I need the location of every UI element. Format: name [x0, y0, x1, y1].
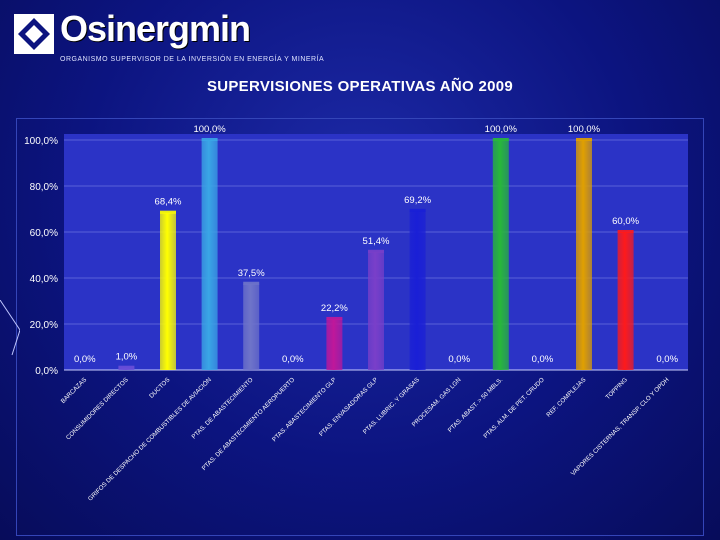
decorative-line [0, 300, 20, 356]
bar-cap [326, 316, 343, 320]
bar-cap [243, 281, 260, 285]
y-tick-label: 100,0% [24, 136, 58, 147]
logo-emblem-icon [14, 14, 54, 54]
bar-cap [576, 138, 592, 141]
data-label: 60,0% [612, 216, 639, 227]
category-label: TOPPING [604, 376, 629, 401]
y-tick-label: 40,0% [30, 274, 58, 285]
data-label: 22,2% [321, 303, 348, 314]
bar [409, 210, 426, 370]
bar-cap [368, 249, 384, 253]
y-tick-label: 0,0% [35, 366, 58, 377]
chart-frame [16, 118, 704, 536]
logo-subtitle: ORGANISMO SUPERVISOR DE LA INVERSIÓN EN … [60, 56, 325, 63]
data-label: 51,4% [363, 236, 390, 247]
data-label: 100,0% [568, 124, 601, 135]
y-tick-label: 20,0% [30, 320, 58, 331]
data-label: 0,0% [448, 354, 470, 365]
data-label: 37,5% [238, 268, 265, 279]
bar-cap [492, 138, 509, 141]
y-tick-label: 60,0% [30, 228, 58, 239]
bar-cap [201, 138, 218, 141]
data-label: 0,0% [532, 354, 554, 365]
data-label: 69,2% [404, 195, 431, 206]
y-tick-label: 80,0% [30, 182, 58, 193]
bar [492, 140, 509, 370]
bar [118, 367, 135, 370]
data-label: 68,4% [155, 197, 182, 208]
data-label: 0,0% [74, 354, 96, 365]
category-label: BARCAZAS [60, 376, 89, 405]
bar-cap [617, 230, 634, 233]
bar-cap [409, 208, 426, 212]
data-label: 0,0% [656, 354, 678, 365]
category-label: REF. COMPLEJAS [545, 376, 587, 418]
data-label: 100,0% [485, 124, 518, 135]
bar [201, 140, 218, 370]
data-label: 100,0% [193, 124, 226, 135]
logo-name: Osinergmin [60, 8, 251, 49]
data-label: 0,0% [282, 354, 304, 365]
category-label: DUCTOS [148, 376, 171, 399]
bar [160, 212, 176, 370]
bar [326, 318, 343, 370]
category-label: VAPORES CISTERNAS, TRANSP. CLO Y OPDH [570, 376, 671, 477]
category-label: PTAS. DE ABASTECIMIENTO AEROPUERTO [201, 376, 297, 472]
data-label: 1,0% [116, 352, 138, 363]
page-title: SUPERVISIONES OPERATIVAS AÑO 2009 [206, 78, 514, 95]
bar-cap [160, 210, 176, 214]
bar [576, 140, 592, 370]
logo: Osinergmin ORGANISMO SUPERVISOR DE LA IN… [14, 8, 324, 68]
bar-cap [118, 365, 135, 369]
bar [617, 232, 634, 370]
bar [243, 283, 260, 370]
bar [368, 251, 384, 370]
